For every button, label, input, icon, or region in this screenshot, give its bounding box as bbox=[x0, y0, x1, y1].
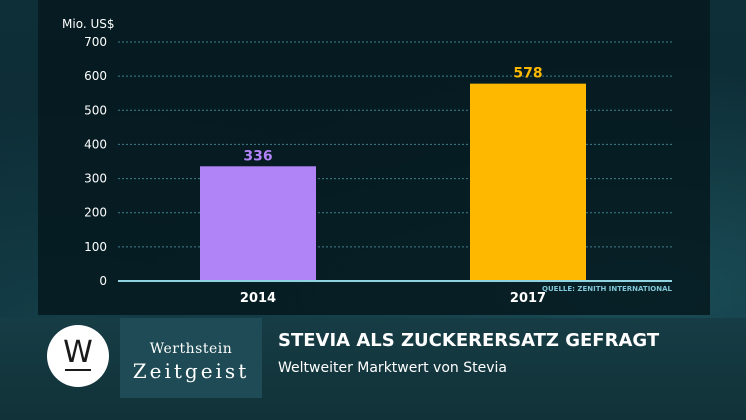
y-tick-label: 500 bbox=[84, 103, 107, 117]
bar-chart: Mio. US$ 0 100 200 300 400 500 600 700 336 578 2… bbox=[62, 17, 673, 306]
y-tick-label: 700 bbox=[84, 35, 107, 49]
brand-block: Werthstein Zeitgeist bbox=[120, 318, 262, 398]
chart-panel: Mio. US$ 0 100 200 300 400 500 600 700 336 578 2… bbox=[38, 0, 710, 315]
bar-2014 bbox=[200, 166, 316, 281]
y-tick-label: 400 bbox=[84, 137, 107, 151]
logo-badge: W bbox=[47, 325, 109, 387]
bars bbox=[200, 83, 586, 281]
bar-2017 bbox=[470, 83, 586, 281]
x-tick-labels: 2014 2017 bbox=[240, 291, 546, 306]
headline: STEVIA ALS ZUCKERERSATZ GEFRAGT bbox=[278, 330, 660, 351]
y-tick-label: 100 bbox=[84, 240, 107, 254]
y-tick-label: 200 bbox=[84, 206, 107, 220]
x-tick-label-2014: 2014 bbox=[240, 291, 276, 306]
value-labels: 336 578 bbox=[243, 66, 542, 165]
y-tick-label: 300 bbox=[84, 172, 107, 186]
source-note: QUELLE: ZENITH INTERNATIONAL bbox=[542, 285, 672, 293]
y-tick-labels: 0 100 200 300 400 500 600 700 bbox=[84, 35, 107, 288]
subline: Weltweiter Marktwert von Stevia bbox=[278, 360, 507, 376]
logo-letter: W bbox=[63, 335, 93, 370]
brand-line-1: Werthstein bbox=[149, 341, 233, 357]
unit-label: Mio. US$ bbox=[62, 17, 114, 31]
y-tick-label: 0 bbox=[99, 274, 107, 288]
value-label-2017: 578 bbox=[513, 66, 542, 82]
y-tick-label: 600 bbox=[84, 69, 107, 83]
x-tick-label-2017: 2017 bbox=[510, 291, 546, 306]
value-label-2014: 336 bbox=[243, 148, 272, 164]
logo-underline bbox=[65, 369, 91, 371]
brand-line-2: Zeitgeist bbox=[132, 359, 250, 383]
